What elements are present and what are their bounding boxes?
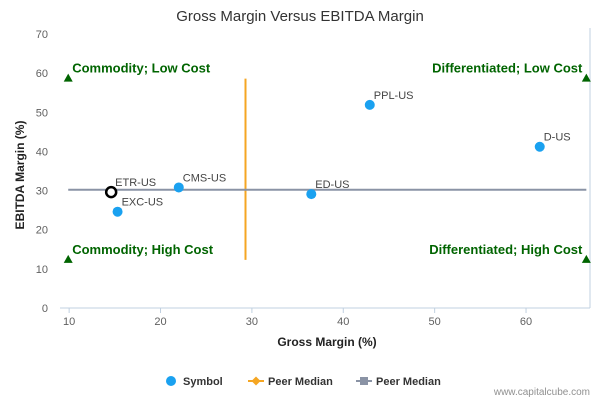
quadrant-marker-triangle [581,73,591,82]
quadrant-label: Commodity; High Cost [72,242,213,257]
y-tick-label: 10 [36,264,48,276]
legend-label: Peer Median [376,376,441,388]
plot-area: 10 20 30 40 50 60 0 10 20 30 40 50 60 70 Commodity; Lo… [36,28,591,328]
data-point-label: PPL-US [374,90,414,102]
data-point-label: ED-US [315,179,349,191]
x-tick-label: 30 [246,316,258,328]
data-point [112,206,123,217]
y-tick-label: 70 [36,29,48,41]
y-tick-label: 20 [36,225,48,237]
legend: Symbol Peer Median Peer Median [166,376,441,388]
y-axis-title: EBITDA Margin (%) [13,121,27,230]
y-tick-label: 30 [36,186,48,198]
legend-label: Peer Median [268,376,333,388]
quadrant-label: Differentiated; Low Cost [432,61,583,76]
x-axis-title: Gross Margin (%) [277,335,376,349]
x-tick-label: 60 [520,316,532,328]
quadrant-marker-triangle [63,254,73,263]
credit-text: www.capitalcube.com [493,387,590,398]
x-tick-label: 40 [337,316,349,328]
data-point-label: ETR-US [115,177,156,189]
data-point [534,141,545,152]
quadrant-label: Differentiated; High Cost [429,242,583,257]
quadrant-marker-triangle [63,73,73,82]
legend-label: Symbol [183,376,223,388]
chart-title: Gross Margin Versus EBITDA Margin [176,8,424,25]
y-tick-label: 0 [42,303,48,315]
data-point [173,182,184,193]
x-tick-label: 20 [154,316,166,328]
quadrant-label: Commodity; Low Cost [72,61,211,76]
x-tick-label: 10 [63,316,75,328]
y-tick-label: 50 [36,107,48,119]
quadrant-marker-triangle [581,254,591,263]
legend-marker-diamond [251,376,261,386]
data-point-highlight [104,185,118,199]
y-tick-label: 60 [36,68,48,80]
y-tick-label: 40 [36,146,48,158]
data-point-label: D-US [544,132,571,144]
x-tick-label: 50 [429,316,441,328]
data-point [364,99,375,110]
legend-marker-square [360,377,368,385]
legend-marker-circle [166,376,176,386]
data-point-label: EXC-US [122,197,164,209]
data-point-label: CMS-US [183,172,226,184]
data-point [306,189,317,200]
